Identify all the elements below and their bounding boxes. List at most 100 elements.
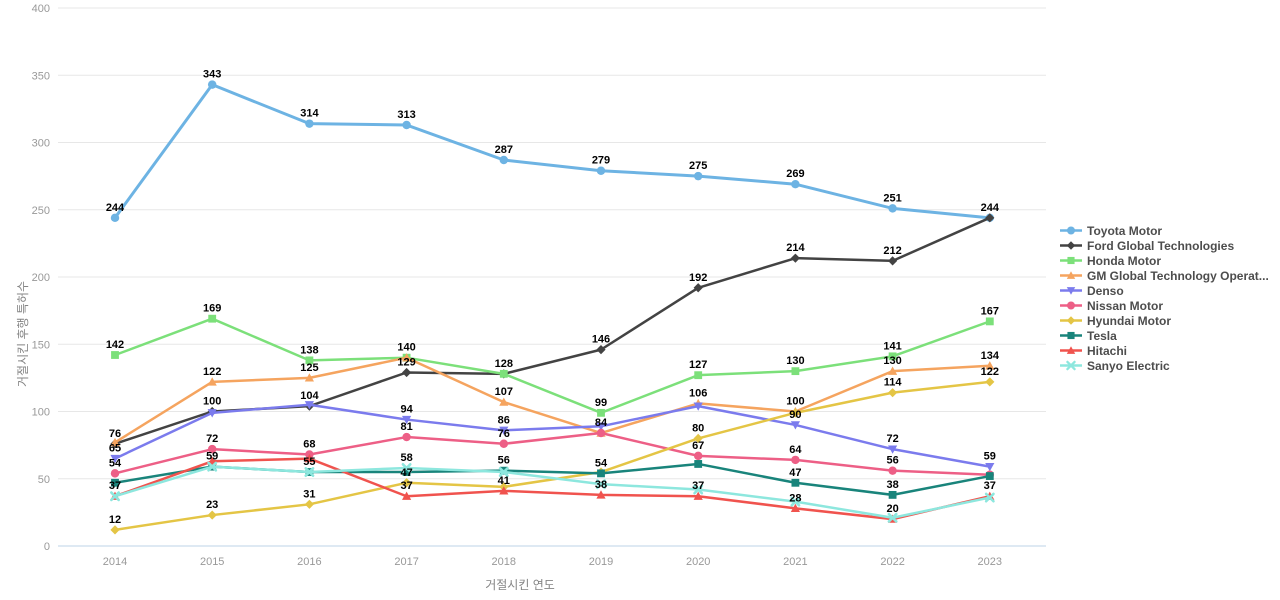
series-hyundai-motor <box>110 377 995 535</box>
data-point-label: 94 <box>400 404 413 416</box>
data-point-label: 125 <box>300 362 318 374</box>
data-point-marker <box>985 472 994 480</box>
series-sanyo-electric <box>110 461 995 523</box>
data-point-label: 212 <box>883 245 901 257</box>
series-labels: 12 23 31 47 80 114 122 <box>109 366 999 526</box>
data-point-marker <box>111 478 119 487</box>
data-point-label: 114 <box>884 377 903 389</box>
data-point-label: 28 <box>789 492 801 504</box>
legend-label: Hitachi <box>1087 343 1128 358</box>
data-point-label: 192 <box>689 272 707 284</box>
legend-label: Toyota Motor <box>1087 223 1163 238</box>
y-tick-label: 100 <box>32 407 50 419</box>
x-tick-label: 2016 <box>297 556 321 568</box>
data-point-marker <box>790 503 800 513</box>
legend-item-hyundai-motor[interactable]: Hyundai Motor <box>1060 313 1269 328</box>
data-point-label: 287 <box>495 144 513 156</box>
data-point-label: 31 <box>303 488 315 500</box>
data-point-marker <box>207 444 217 454</box>
data-point-marker <box>694 371 703 380</box>
data-point-label: 244 <box>106 202 125 214</box>
data-point-label: 67 <box>692 440 704 452</box>
data-point-label: 37 <box>984 480 996 492</box>
legend-item-sanyo-electric[interactable]: Sanyo Electric <box>1060 358 1269 373</box>
data-point-marker <box>499 486 509 495</box>
data-point-label: 76 <box>109 428 121 440</box>
series-line <box>113 431 992 476</box>
data-point-label: 58 <box>400 452 412 464</box>
legend-item-denso[interactable]: Denso <box>1060 283 1269 298</box>
y-tick-label: 200 <box>32 272 50 284</box>
data-point-label: 138 <box>300 344 318 356</box>
data-point-label: 54 <box>595 457 608 469</box>
data-point-label: 140 <box>397 342 415 354</box>
data-point-marker <box>596 345 606 355</box>
y-tick-label: 0 <box>44 541 50 553</box>
legend-marker-icon <box>1060 256 1082 265</box>
legend-item-honda-motor[interactable]: Honda Motor <box>1060 253 1269 268</box>
data-point-label: 37 <box>692 480 704 492</box>
data-point-label: 20 <box>886 503 898 515</box>
series-labels: 54 72 68 81 76 67 64 56 <box>109 421 899 469</box>
data-point-marker <box>984 492 995 503</box>
series-labels: 76 100 104 129 128 146 192 214 212 244 <box>109 202 1000 440</box>
x-tick-label: 2014 <box>103 556 127 568</box>
data-point-marker <box>888 445 898 454</box>
data-point-marker <box>207 377 217 386</box>
x-tick-label: 2021 <box>783 556 807 568</box>
data-point-label: 72 <box>886 433 898 445</box>
data-point-marker <box>985 213 995 223</box>
data-point-marker <box>790 421 800 430</box>
data-point-label: 54 <box>109 457 122 469</box>
data-point-label: 65 <box>109 443 121 455</box>
data-point-label: 41 <box>498 475 510 487</box>
data-point-marker <box>694 460 703 468</box>
legend-marker-icon <box>1060 226 1082 235</box>
data-point-marker <box>985 377 995 387</box>
data-point-marker <box>888 388 898 398</box>
y-tick-label: 50 <box>38 474 50 486</box>
legend-label: Tesla <box>1087 328 1117 343</box>
data-point-marker <box>888 466 897 475</box>
series-labels: 59 55 56 54 47 38 <box>206 451 899 491</box>
data-point-label: 38 <box>886 479 898 491</box>
y-axis-title: 거절시킨 후행 특허수 <box>16 280 30 387</box>
data-point-marker <box>401 463 412 473</box>
legend-item-gm-global-technology-operat[interactable]: GM Global Technology Operat... <box>1060 268 1269 283</box>
data-point-marker <box>888 490 897 499</box>
y-tick-label: 150 <box>32 339 50 351</box>
data-point-label: 106 <box>689 387 707 399</box>
data-point-marker <box>304 401 314 410</box>
legend-item-hitachi[interactable]: Hitachi <box>1060 343 1269 358</box>
data-point-marker <box>304 467 315 478</box>
data-point-label: 169 <box>203 303 221 315</box>
data-point-marker <box>790 253 800 263</box>
legend-label: Sanyo Electric <box>1087 358 1170 373</box>
data-point-marker <box>208 314 217 323</box>
data-point-marker <box>888 366 898 375</box>
data-point-marker <box>110 454 120 464</box>
data-point-marker <box>791 179 800 189</box>
data-point-marker <box>207 510 217 520</box>
y-tick-label: 300 <box>32 138 50 150</box>
series-honda-motor <box>111 314 994 417</box>
data-point-label: 72 <box>206 433 218 445</box>
series-labels: 122 125 140 107 84 106 100 130 134 <box>203 342 1000 429</box>
data-point-marker <box>693 171 703 181</box>
series-labels: 142 169 138 99 127 130 141 167 <box>106 303 999 409</box>
y-tick-label: 250 <box>32 205 50 217</box>
legend-item-tesla[interactable]: Tesla <box>1060 328 1269 343</box>
legend-item-toyota-motor[interactable]: Toyota Motor <box>1060 223 1269 238</box>
y-tick-label: 400 <box>32 3 50 15</box>
data-point-marker <box>596 166 606 175</box>
legend-item-nissan-motor[interactable]: Nissan Motor <box>1060 298 1269 313</box>
legend-item-ford-global-technologies[interactable]: Ford Global Technologies <box>1060 238 1269 253</box>
data-point-label: 100 <box>203 396 221 408</box>
data-point-marker <box>402 432 411 442</box>
data-point-label: 127 <box>689 359 707 371</box>
data-point-label: 343 <box>203 69 221 81</box>
data-point-label: 104 <box>300 390 319 402</box>
data-point-label: 37 <box>400 480 412 492</box>
data-point-marker <box>305 119 314 128</box>
